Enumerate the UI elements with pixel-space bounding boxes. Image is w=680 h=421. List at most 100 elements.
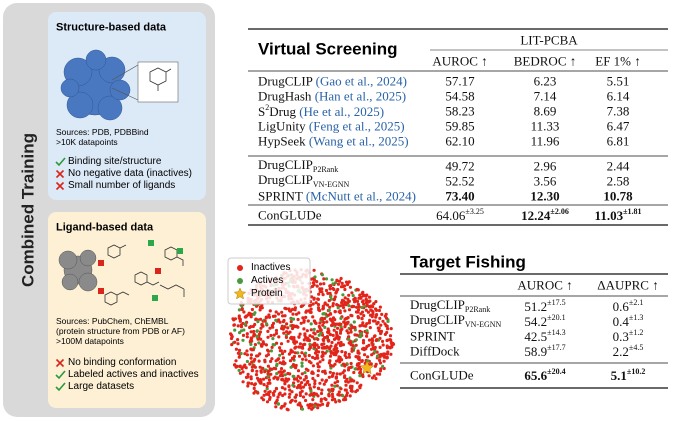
scatter-point — [274, 405, 278, 409]
scatter-point — [265, 387, 269, 391]
scatter-point — [244, 315, 248, 319]
scatter-point — [339, 387, 343, 391]
cell-value: 6.81 — [606, 133, 630, 149]
scatter-point — [242, 310, 246, 314]
scatter-point — [269, 349, 273, 353]
scatter-point — [313, 275, 317, 279]
scatter-point — [344, 383, 348, 387]
scatter-point — [290, 317, 294, 321]
scatter-point — [277, 392, 282, 396]
scatter-point — [257, 341, 261, 345]
scatter-point — [281, 314, 285, 318]
scatter-point — [361, 338, 366, 343]
scatter-point — [333, 362, 337, 366]
scatter-point — [335, 372, 339, 376]
scatter-point — [306, 319, 310, 323]
scatter-point — [333, 295, 337, 299]
check-icon — [55, 370, 66, 380]
scatter-point — [379, 323, 383, 327]
scatter-point — [339, 316, 343, 320]
cell-value: 42.5 — [524, 329, 548, 344]
scatter-point — [345, 329, 349, 333]
scatter-point — [282, 318, 286, 323]
scatter-point — [256, 320, 260, 324]
scatter-point — [234, 347, 238, 351]
scatter-point — [250, 382, 254, 386]
scatter-point — [276, 395, 280, 399]
cell-superscript: ±17.5 — [547, 298, 566, 307]
cell-superscript: ±2.1 — [628, 298, 644, 307]
scatter-point — [322, 382, 326, 386]
scatter-point — [237, 308, 241, 312]
scatter-point — [323, 397, 327, 401]
scatter-point — [268, 367, 272, 371]
scatter-point — [236, 342, 240, 346]
scatter-point — [317, 345, 321, 349]
scatter-point — [284, 335, 288, 339]
scatter-point — [311, 376, 315, 381]
scatter-point — [324, 379, 328, 384]
scatter-point — [321, 306, 325, 310]
scatter-point — [257, 332, 261, 337]
scatter-point — [300, 381, 304, 385]
scatter-point — [378, 345, 382, 349]
scatter-point — [297, 311, 301, 315]
scatter-point — [230, 343, 234, 347]
scatter-point — [247, 381, 251, 385]
scatter-point — [343, 284, 347, 288]
scatter-point — [359, 332, 363, 336]
scatter-point — [328, 354, 333, 358]
scatter-point — [335, 346, 339, 350]
scatter-point — [348, 285, 352, 289]
scatter-point — [249, 330, 253, 334]
scatter-point — [272, 376, 276, 380]
scatter-point — [270, 345, 274, 349]
scatter-point — [317, 292, 321, 296]
scatter-point — [242, 365, 246, 369]
scatter-point — [320, 378, 324, 382]
scatter-point — [360, 359, 364, 363]
scatter-point — [286, 331, 290, 335]
scatter-point — [316, 337, 320, 341]
scatter-point — [351, 294, 355, 298]
scatter-point — [311, 335, 315, 339]
scatter-point — [353, 326, 357, 330]
scatter-point — [348, 394, 352, 398]
scatter-point — [263, 319, 267, 323]
scatter-point — [341, 394, 345, 398]
citation: (Han et al., 2025) — [314, 88, 407, 104]
table-cell: 49.72 — [445, 160, 474, 173]
scatter-point — [355, 299, 360, 303]
scatter-point — [294, 399, 298, 403]
scatter-point — [309, 328, 313, 332]
point-text: Binding site/structure — [68, 156, 162, 167]
scatter-point — [336, 282, 341, 286]
method-subscript: VN-EGNN — [464, 320, 502, 329]
cell-superscript: ±14.3 — [547, 328, 566, 337]
scatter-point — [305, 309, 309, 313]
cell-value: 51.2 — [524, 299, 548, 314]
scatter-point — [312, 331, 316, 335]
scatter-point — [304, 351, 308, 355]
scatter-point — [334, 400, 338, 404]
scatter-point — [288, 392, 292, 396]
scatter-point — [278, 320, 282, 324]
scatter-point — [372, 334, 376, 339]
scatter-point — [293, 306, 297, 310]
cell-value: 52.52 — [445, 173, 475, 189]
scatter-point — [378, 372, 382, 376]
method-name: DrugCLIPP2Rank — [258, 158, 338, 174]
scatter-point — [279, 367, 284, 371]
scatter-point — [303, 342, 307, 346]
scatter-point — [279, 349, 283, 353]
scatter-point — [277, 335, 281, 339]
scatter-point — [328, 305, 332, 309]
cell-superscript: ±17.7 — [547, 343, 566, 352]
method-subscript: P2Rank — [464, 305, 491, 314]
table-cell: 54.2±20.1 — [524, 314, 565, 329]
scatter-point — [373, 364, 377, 368]
scatter-point — [246, 372, 250, 376]
scatter-point — [250, 307, 254, 312]
cell-value: 12.30 — [530, 188, 560, 204]
scatter-point — [338, 343, 343, 348]
